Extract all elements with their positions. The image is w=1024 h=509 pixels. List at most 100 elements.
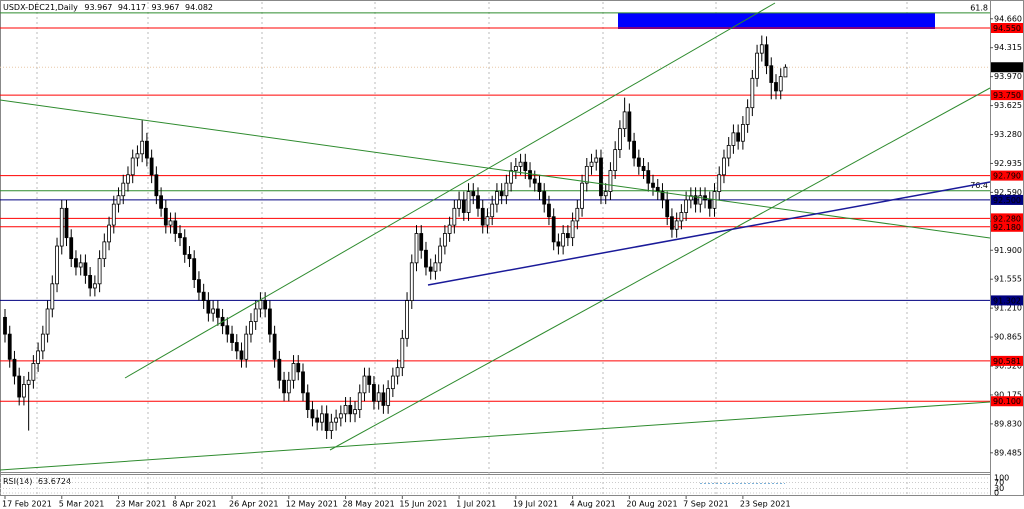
candle-body	[144, 140, 149, 159]
candle-body	[192, 258, 197, 281]
y-tick-label: 91.900	[994, 246, 1022, 255]
level-label-box	[991, 213, 1023, 224]
candle-body	[291, 363, 296, 381]
chart-header: USDX-DEC21,Daily 93.967 94.117 93.967 94…	[3, 3, 213, 12]
candle-body	[173, 220, 178, 234]
candle-body	[357, 392, 362, 411]
candle-body	[414, 233, 419, 264]
candle-body	[102, 241, 107, 260]
x-tick-label: 7 Sep 2021	[683, 500, 729, 509]
candle-body	[660, 191, 665, 201]
rsi-tick-label: 30	[994, 484, 1004, 493]
candle-body	[97, 258, 102, 285]
x-tick-label: 20 Aug 2021	[626, 500, 677, 509]
candle-body	[580, 182, 584, 209]
candle-body	[452, 207, 457, 226]
candle-body	[688, 195, 693, 201]
header-low: 93.967	[151, 3, 179, 12]
candle-body	[547, 203, 551, 218]
y-tick-label: 90.175	[994, 390, 1022, 399]
candle-body	[230, 333, 234, 343]
x-tick-label: 5 Mar 2021	[59, 500, 105, 509]
candle-body	[149, 157, 154, 176]
candle-body	[485, 216, 490, 226]
candle-body	[490, 203, 495, 218]
candle-body	[409, 262, 414, 301]
candle-body	[561, 233, 566, 247]
candle-body	[17, 375, 22, 398]
candle-body	[480, 207, 485, 226]
candle-body	[428, 266, 433, 272]
candle-body	[74, 258, 78, 268]
candle-body	[140, 140, 145, 155]
candle-body	[774, 82, 778, 92]
candle-body	[296, 363, 301, 373]
candle-body	[83, 262, 88, 276]
candle-body	[390, 375, 395, 390]
candle-body	[622, 111, 627, 130]
candle-body	[343, 405, 348, 415]
candle-body	[395, 367, 400, 377]
candle-body	[528, 170, 532, 180]
y-tick-label: 94.660	[994, 14, 1022, 23]
candle-body	[215, 308, 220, 318]
candle-body	[461, 199, 466, 213]
candle-body	[310, 409, 315, 419]
x-tick-label: 1 Jul 2021	[456, 500, 496, 509]
candle-body	[367, 375, 372, 385]
y-tick-label: 92.935	[994, 159, 1022, 168]
candle-body	[121, 182, 126, 197]
candle-body	[386, 388, 391, 406]
candle-body	[618, 128, 622, 151]
y-tick-label: 91.555	[994, 275, 1022, 284]
price-label-box	[991, 62, 1023, 73]
candle-body	[679, 212, 684, 222]
candle-body	[249, 321, 253, 335]
x-tick-label: 23 Sep 2021	[740, 500, 791, 509]
candle-body	[523, 161, 528, 171]
y-tick-label: 94.315	[994, 43, 1022, 52]
level-label-box	[991, 221, 1023, 232]
candle-body	[338, 413, 343, 419]
candle-body	[201, 291, 206, 301]
candle-body	[556, 241, 561, 247]
candle-body	[31, 363, 36, 381]
candle-body	[740, 124, 745, 142]
level-label-box	[991, 355, 1023, 366]
candle-body	[584, 165, 589, 184]
y-tick-label: 92.590	[994, 188, 1022, 197]
candle-body	[736, 132, 741, 142]
x-tick-label: 26 Apr 2021	[229, 500, 278, 509]
frame	[0, 0, 1024, 496]
candle-body	[234, 342, 239, 352]
candle-body	[329, 421, 334, 431]
candle-body	[655, 186, 660, 192]
candle-body	[518, 161, 523, 167]
level-label: 91.302	[993, 296, 1021, 305]
level-label: 92.280	[993, 214, 1021, 223]
trendlines	[0, 2, 991, 471]
candle-body	[78, 262, 83, 268]
candle-body	[111, 203, 116, 226]
candle-body	[376, 392, 381, 402]
candle-body	[603, 191, 608, 197]
candle-body	[324, 413, 329, 431]
level-label: 93.750	[993, 91, 1021, 100]
candle-body	[92, 283, 97, 289]
candle-body	[542, 191, 547, 205]
candle-body	[267, 308, 272, 335]
candle-body	[424, 249, 428, 268]
candle-body	[750, 77, 755, 109]
level-label-box	[991, 23, 1023, 33]
candle-body	[277, 358, 282, 381]
candle-body	[570, 220, 575, 239]
candle-body	[665, 199, 670, 218]
time-axis: 17 Feb 2021 5 Mar 2021 23 Mar 2021 8 Apr 20…	[2, 496, 791, 509]
y-tick-label: 89.830	[994, 419, 1022, 428]
candle-body	[636, 157, 641, 167]
trendline	[0, 401, 991, 471]
candle-body	[334, 417, 339, 423]
candle-body	[476, 195, 480, 209]
rsi-value: 63.6724	[38, 477, 71, 486]
